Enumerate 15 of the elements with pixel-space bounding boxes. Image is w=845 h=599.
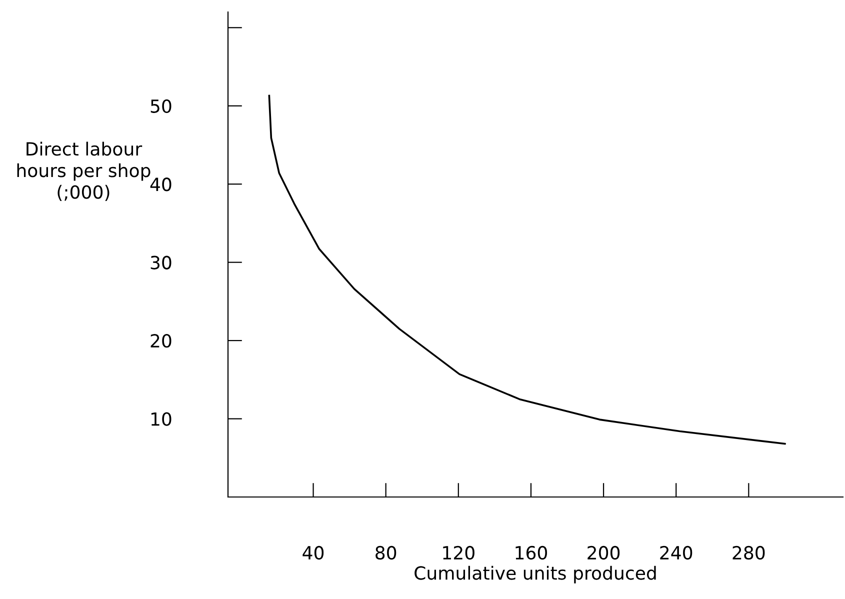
x-axis-title: Cumulative units produced — [414, 566, 656, 584]
x-tick-label: 80 — [376, 546, 396, 560]
x-tick-label: 120 — [443, 546, 474, 560]
y-tick-label: 50 — [150, 99, 172, 113]
y-tick-label: 20 — [150, 334, 172, 348]
y-tick-label: 40 — [150, 178, 172, 192]
line-series — [268, 94, 786, 445]
x-tick-label: 160 — [516, 546, 547, 560]
x-tick-label: 200 — [588, 546, 620, 560]
y-tick-label: 30 — [150, 256, 172, 270]
y-axis-title: Direct labour hours per shop (;000) — [17, 142, 150, 202]
y-tick-label: 10 — [151, 412, 172, 426]
x-tick-label: 40 — [302, 546, 324, 560]
x-tick-label: 280 — [732, 546, 765, 560]
x-tick-label: 240 — [660, 546, 692, 560]
